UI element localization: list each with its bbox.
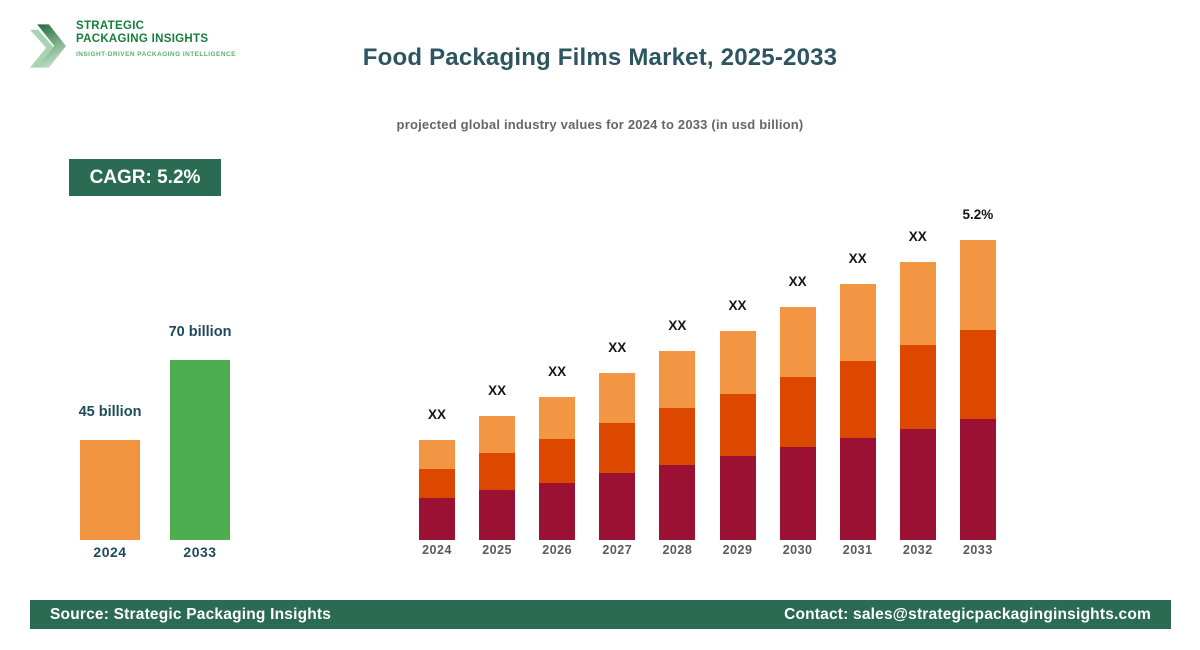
stacked-bar-2031 bbox=[839, 284, 876, 540]
summary-year-label-2024: 2024 bbox=[93, 544, 127, 560]
stacked-bar-2029-segment-top bbox=[719, 331, 756, 394]
stacked-bar-2027-segment-top bbox=[599, 373, 636, 423]
chart-subtitle: projected global industry values for 202… bbox=[396, 117, 804, 132]
stacked-bar-2033-segment-top bbox=[959, 240, 996, 330]
stacked-bar-label-2031: XX bbox=[848, 251, 867, 266]
stacked-bar-label-2033: 5.2% bbox=[962, 207, 994, 222]
cagr-badge: CAGR: 5.2% bbox=[69, 159, 221, 196]
stacked-bar-year-2033: 2033 bbox=[962, 543, 993, 557]
stacked-bar-2024-segment-bottom bbox=[419, 498, 455, 540]
stacked-bar-2025 bbox=[479, 416, 516, 540]
stacked-bar-label-2026: XX bbox=[548, 364, 567, 379]
stacked-bar-2028 bbox=[659, 351, 696, 540]
brand-name-line1: STRATEGIC bbox=[76, 20, 145, 32]
stacked-bar-2028-segment-top bbox=[659, 351, 696, 408]
brand-name: STRATEGIC PACKAGING INSIGHTS INSIGHT-DRI… bbox=[76, 20, 236, 58]
stacked-bar-2030-segment-top bbox=[779, 307, 816, 377]
stacked-bar-2033-segment-middle bbox=[959, 330, 996, 419]
stacked-bar-2029 bbox=[719, 331, 756, 540]
stacked-bar-2029-segment-bottom bbox=[719, 456, 756, 540]
stacked-bar-year-2031: 2031 bbox=[842, 543, 873, 557]
footer-contact: Contact: sales@strategicpackaginginsight… bbox=[784, 605, 1151, 623]
summary-bar-2033 bbox=[170, 360, 230, 540]
stacked-bar-label-2028: XX bbox=[668, 318, 687, 333]
stacked-bar-year-2025: 2025 bbox=[482, 543, 512, 557]
stacked-bar-2026 bbox=[539, 397, 576, 540]
stacked-bar-2024-segment-top bbox=[419, 440, 455, 469]
footer-source: Source: Strategic Packaging Insights bbox=[50, 605, 332, 623]
stacked-bar-2032-segment-bottom bbox=[899, 429, 936, 540]
stacked-bar-2027 bbox=[599, 373, 636, 540]
summary-value-label-2024: 45 billion bbox=[78, 404, 142, 420]
stacked-bar-2032-segment-middle bbox=[899, 345, 936, 429]
stacked-bar-2025-segment-bottom bbox=[479, 490, 516, 540]
stacked-bar-year-2029: 2029 bbox=[722, 543, 753, 557]
stacked-bar-2029-segment-middle bbox=[719, 394, 756, 456]
page-title: Food Packaging Films Market, 2025-2033 bbox=[362, 44, 838, 71]
stacked-bar-label-2030: XX bbox=[788, 274, 807, 289]
stacked-bar-year-2026: 2026 bbox=[542, 543, 573, 557]
summary-year-label-2033: 2033 bbox=[183, 544, 217, 560]
stacked-bar-2033-segment-bottom bbox=[959, 419, 996, 540]
stacked-bar-2025-segment-middle bbox=[479, 453, 516, 490]
stacked-bar-2024-segment-middle bbox=[419, 469, 455, 498]
brand-tagline: INSIGHT-DRIVEN PACKAGING INTELLIGENCE bbox=[76, 51, 236, 58]
stacked-bar-2031-segment-bottom bbox=[839, 438, 876, 540]
stacked-bar-label-2027: XX bbox=[608, 340, 627, 355]
summary-value-label-2033: 70 billion bbox=[168, 324, 232, 340]
stacked-bar-2033 bbox=[959, 240, 996, 540]
stacked-bar-year-2024: 2024 bbox=[422, 543, 452, 557]
stacked-bar-year-2027: 2027 bbox=[602, 543, 633, 557]
stacked-bar-2030-segment-bottom bbox=[779, 447, 816, 540]
stacked-bar-2028-segment-middle bbox=[659, 408, 696, 465]
stacked-bar-2026-segment-top bbox=[539, 397, 576, 439]
stacked-bar-2028-segment-bottom bbox=[659, 465, 696, 540]
stacked-bar-label-2032: XX bbox=[908, 229, 927, 244]
stacked-bar-label-2029: XX bbox=[728, 298, 747, 313]
stacked-bar-2026-segment-bottom bbox=[539, 483, 576, 540]
stacked-bar-label-2025: XX bbox=[488, 383, 507, 398]
stacked-bar-year-2030: 2030 bbox=[782, 543, 813, 557]
brand-name-line2: PACKAGING INSIGHTS bbox=[76, 32, 209, 45]
footer-bar: Source: Strategic Packaging Insights Con… bbox=[30, 600, 1171, 629]
stacked-bar-2027-segment-bottom bbox=[599, 473, 636, 540]
stacked-bar-2027-segment-middle bbox=[599, 423, 636, 473]
summary-bar-2024 bbox=[80, 440, 140, 540]
stacked-bar-2031-segment-middle bbox=[839, 361, 876, 438]
stacked-bar-year-2028: 2028 bbox=[662, 543, 693, 557]
stacked-bar-2025-segment-top bbox=[479, 416, 516, 453]
stacked-bar-2032 bbox=[899, 262, 936, 540]
stacked-bar-2024 bbox=[419, 440, 455, 540]
stacked-bar-2032-segment-top bbox=[899, 262, 936, 345]
stacked-bar-2031-segment-top bbox=[839, 284, 876, 361]
stacked-bar-2026-segment-middle bbox=[539, 439, 576, 483]
stacked-bar-2030 bbox=[779, 307, 816, 540]
stacked-bar-year-2032: 2032 bbox=[902, 543, 933, 557]
logo-arrow-icon bbox=[30, 24, 66, 68]
brand-logo: STRATEGIC PACKAGING INSIGHTS INSIGHT-DRI… bbox=[30, 20, 236, 70]
stacked-bar-2030-segment-middle bbox=[779, 377, 816, 447]
stacked-bar-label-2024: XX bbox=[427, 407, 446, 422]
